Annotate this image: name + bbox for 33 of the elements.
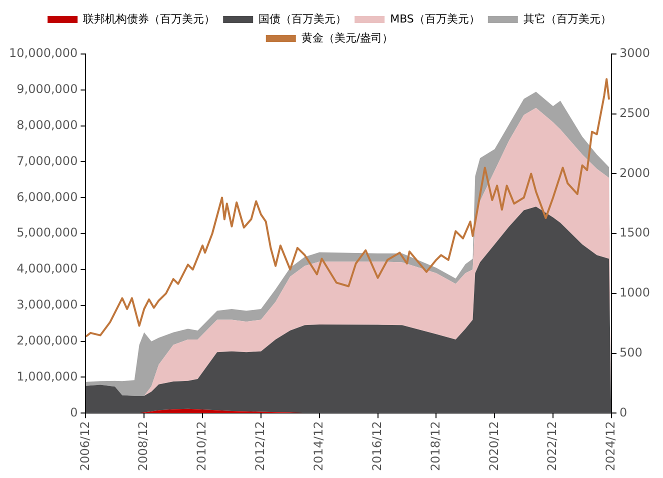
- x-tick-label: 2016/12: [370, 421, 384, 472]
- y-tick-label: 3,000,000: [16, 298, 78, 312]
- y-tick-label: 6,000,000: [16, 190, 78, 204]
- y-tick-label: 8,000,000: [16, 118, 78, 132]
- y2-tick-label: 3000: [619, 46, 650, 60]
- x-tick-label: 2014/12: [312, 421, 326, 472]
- y-tick-label: 2,000,000: [16, 333, 78, 348]
- legend-label: 国债（百万美元）: [258, 12, 347, 26]
- x-tick-label: 2006/12: [78, 421, 92, 472]
- y-tick-label: 7,000,000: [16, 154, 78, 168]
- y2-tick-label: 0: [619, 405, 628, 420]
- x-tick-label: 2010/12: [194, 421, 209, 472]
- x-tick-label: 2024/12: [604, 421, 618, 472]
- y2-tick-label: 2500: [619, 106, 650, 120]
- y-tick-label: 5,000,000: [16, 226, 78, 240]
- y2-tick-label: 1500: [619, 226, 650, 240]
- legend-label: MBS（百万美元）: [390, 12, 480, 26]
- y-tick-label: 10,000,000: [8, 46, 78, 60]
- y2-tick-label: 500: [619, 345, 642, 360]
- legend-label: 联邦机构债券（百万美元）: [83, 12, 216, 26]
- x-tick-label: 2018/12: [428, 421, 442, 472]
- x-tick-label: 2022/12: [545, 421, 560, 472]
- x-tick-label: 2008/12: [136, 421, 150, 472]
- y-tick-label: 1,000,000: [16, 369, 78, 384]
- y-tick-label: 4,000,000: [16, 262, 78, 276]
- y2-tick-label: 1000: [619, 286, 650, 300]
- y2-tick-label: 2000: [619, 166, 650, 180]
- x-tick-label: 2012/12: [253, 421, 268, 472]
- legend-label: 其它（百万美元）: [523, 12, 612, 26]
- y-tick-label: 9,000,000: [16, 82, 78, 96]
- legend-label: 黄金（美元/盎司）: [301, 31, 394, 44]
- y-tick-label: 0: [70, 405, 78, 420]
- x-tick-label: 2020/12: [486, 421, 501, 472]
